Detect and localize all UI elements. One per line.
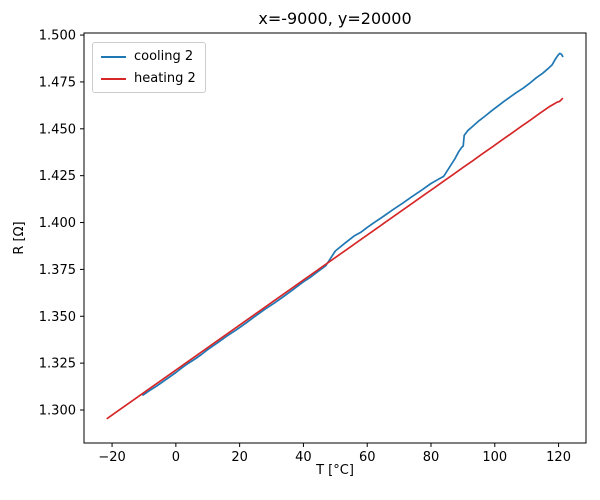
y-tick-label: 1.350 [39,310,76,325]
x-tick-label: 120 [546,450,571,465]
y-tick-label: 1.300 [39,404,76,419]
x-tick-label: 40 [295,450,312,465]
series-line-heating-2 [106,97,564,420]
legend-entry-heating-2: heating 2 [101,70,196,87]
legend: cooling 2 heating 2 [92,42,206,93]
y-tick-label: 1.500 [39,29,76,44]
x-tick-label: 20 [231,450,248,465]
x-axis-label: T [°C] [316,463,354,478]
legend-label-heating-2: heating 2 [134,71,196,86]
cooling-line-swatch [101,55,126,58]
chart-title: x=-9000, y=20000 [258,9,412,28]
y-tick-label: 1.425 [39,169,76,184]
y-tick-label: 1.475 [39,75,76,90]
legend-entry-cooling-2: cooling 2 [101,48,196,65]
y-axis-label-text: R [Ω] [12,221,27,255]
y-tick-label: 1.325 [39,357,76,372]
heating-line-swatch [101,77,126,80]
x-tick-label: 0 [172,450,180,465]
y-tick-label: 1.450 [39,122,76,137]
y-tick-label: 1.375 [39,263,76,278]
series-line-cooling-2 [142,52,564,396]
x-tick-label: −20 [98,450,125,465]
legend-label-cooling-2: cooling 2 [134,49,194,64]
axes-spines [83,32,587,444]
x-tick-label: 60 [359,450,376,465]
x-tick-label: 100 [482,450,507,465]
y-tick-label: 1.400 [39,216,76,231]
x-tick-label: 80 [423,450,440,465]
